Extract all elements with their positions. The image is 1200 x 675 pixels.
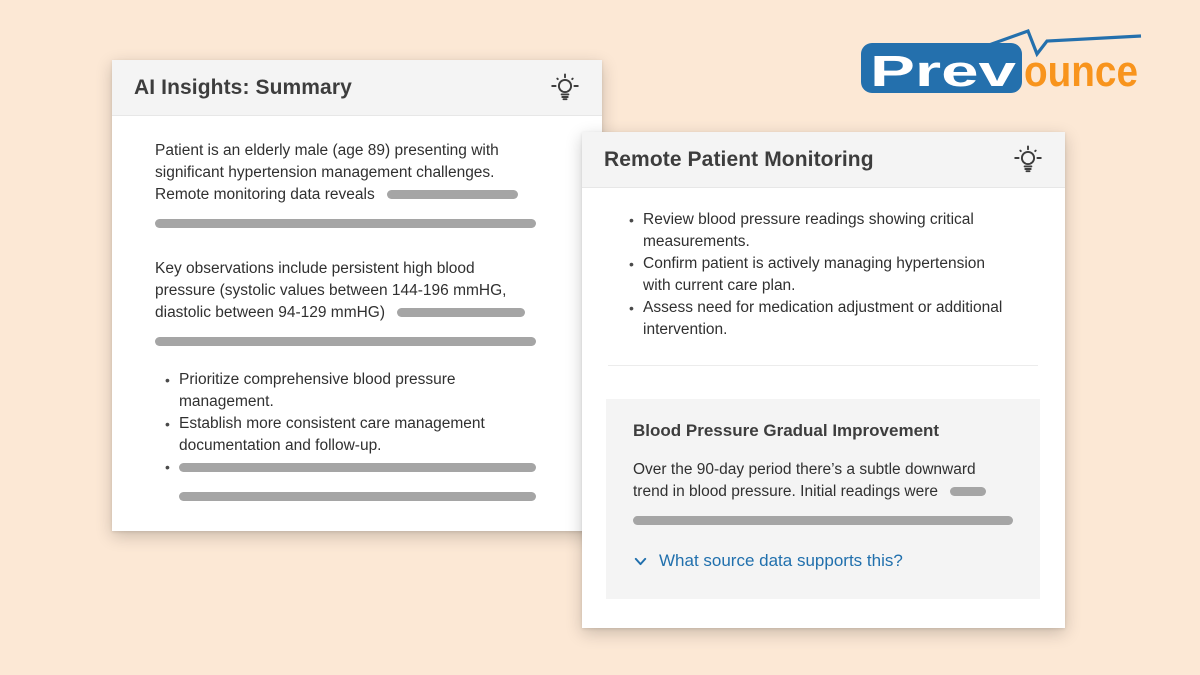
list-item-redacted [165,456,536,501]
recommendation-list: Prioritize comprehensive blood pressure … [155,369,536,501]
chevron-down-icon[interactable] [633,554,648,569]
list-item-text: Review blood pressure readings showing c… [643,211,974,250]
redacted-text-bar [387,190,519,200]
summary-paragraph-2: Key observations include persistent high… [155,258,536,346]
redacted-text-bar [397,308,526,318]
paragraph-text: Over the 90-day period there’s a subtle … [633,461,976,500]
logo-text-orange-part: ounce [1024,47,1138,96]
source-data-link-label[interactable]: What source data supports this? [659,551,903,570]
logo-text-blue-part: Prev [870,47,1017,96]
insight-body: Over the 90-day period there’s a subtle … [633,459,1013,525]
redacted-text-bar [179,492,536,501]
list-item: Confirm patient is actively managing hyp… [629,253,1003,297]
card-body: Patient is an elderly male (age 89) pres… [112,116,602,501]
list-item: Assess need for medication adjustment or… [629,297,1003,341]
remote-patient-monitoring-card: Remote Patient Monitoring [582,132,1065,628]
card-title: Remote Patient Monitoring [604,147,874,171]
prevounce-logo: Prev ounce [861,28,1142,96]
insight-panel: Blood Pressure Gradual Improvement Over … [606,399,1040,599]
card-header: AI Insights: Summary [112,60,602,116]
list-item-text: Prioritize comprehensive blood pressure … [179,371,456,410]
list-item: Review blood pressure readings showing c… [629,209,1003,253]
redacted-text-bar [633,516,1013,525]
redacted-text-bar [179,463,536,473]
ekg-line-icon [974,28,1142,58]
summary-paragraph-1: Patient is an elderly male (age 89) pres… [155,140,536,228]
section-divider [608,365,1038,366]
card-body: Review blood pressure readings showing c… [582,188,1065,599]
list-item-text: Assess need for medication adjustment or… [643,299,1003,338]
lightbulb-icon [550,72,580,103]
logo-blue-box [861,43,1022,93]
ai-insights-summary-card: AI Insights: Summary [112,60,602,531]
list-item-text: Establish more consistent care managemen… [179,415,485,454]
insight-heading: Blood Pressure Gradual Improvement [633,421,940,440]
paragraph-text: Key observations include persistent high… [155,260,507,321]
card-header: Remote Patient Monitoring [582,132,1065,188]
list-item: Prioritize comprehensive blood pressure … [165,369,536,413]
redacted-text-bar [155,219,536,228]
redacted-text-bar [950,487,987,497]
list-item-text: Confirm patient is actively managing hyp… [643,255,986,294]
action-list: Review blood pressure readings showing c… [582,209,1065,341]
paragraph-text: Patient is an elderly male (age 89) pres… [155,142,499,203]
source-data-link[interactable]: What source data supports this? [633,551,1013,571]
card-title: AI Insights: Summary [134,75,352,99]
list-item: Establish more consistent care managemen… [165,413,536,457]
lightbulb-icon [1013,144,1043,175]
redacted-text-bar [155,337,536,346]
